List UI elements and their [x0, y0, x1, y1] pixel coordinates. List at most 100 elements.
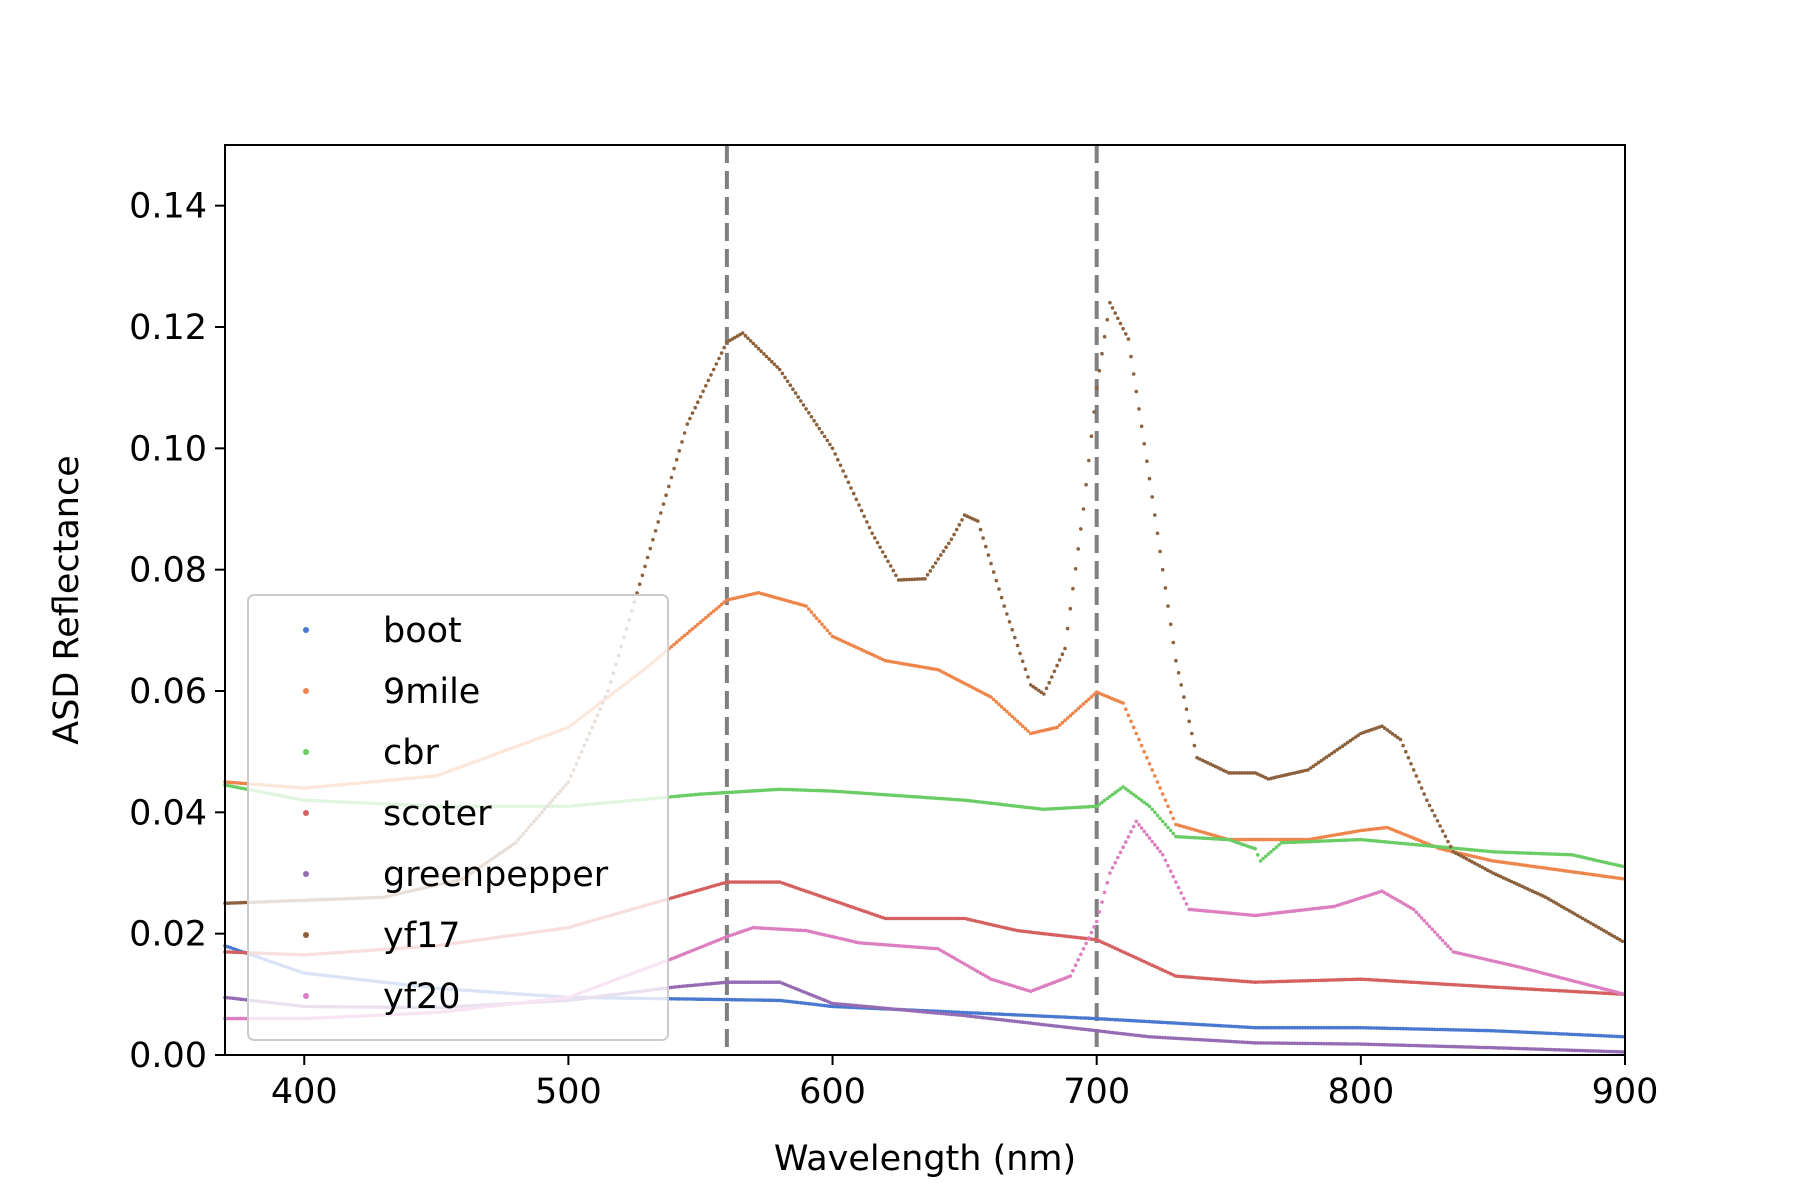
data-point: [785, 999, 790, 1004]
data-point: [970, 799, 975, 803]
data-point: [1168, 622, 1173, 627]
data-point: [1567, 1032, 1572, 1037]
data-point: [1227, 911, 1231, 915]
data-point: [859, 791, 864, 795]
data-point: [902, 1008, 906, 1012]
data-point: [947, 916, 951, 921]
data-point: [1211, 833, 1215, 837]
data-point: [1464, 1045, 1469, 1049]
data-point: [1052, 1024, 1057, 1028]
data-point: [740, 998, 745, 1002]
data-point: [1382, 978, 1387, 983]
data-point: [1551, 852, 1556, 856]
data-point: [1271, 837, 1276, 842]
data-point: [825, 1004, 830, 1008]
data-point: [1575, 1032, 1580, 1037]
data-point: [764, 880, 769, 884]
data-point: [886, 1006, 890, 1011]
data-point: [1398, 737, 1403, 742]
data-point: [236, 950, 240, 955]
data-point: [783, 787, 787, 792]
data-point: [1477, 856, 1482, 860]
data-point: [880, 550, 885, 554]
data-point: [756, 980, 761, 984]
data-point: [674, 997, 679, 1001]
data-point: [931, 946, 935, 951]
data-point: [799, 988, 803, 993]
data-point: [1274, 1041, 1279, 1045]
data-point: [960, 518, 964, 522]
data-point: [1142, 749, 1146, 754]
data-point: [1155, 531, 1160, 536]
data-point: [862, 514, 866, 519]
data-point: [1253, 1041, 1257, 1045]
data-point: [1039, 985, 1043, 990]
x-tick-label: 900: [1592, 1072, 1659, 1112]
data-point: [767, 788, 771, 792]
data-point: [1435, 1027, 1440, 1032]
data-point: [1612, 862, 1617, 867]
data-point: [669, 896, 674, 900]
data-point: [1308, 1025, 1313, 1030]
data-point: [1411, 980, 1416, 985]
data-point: [1052, 726, 1057, 730]
data-point: [1071, 586, 1075, 591]
data-point: [1174, 974, 1178, 978]
data-point: [812, 1002, 816, 1007]
data-point: [733, 596, 737, 600]
data-point: [1612, 989, 1617, 994]
data-point: [759, 926, 763, 930]
data-point: [915, 916, 919, 921]
data-point: [1356, 1025, 1360, 1030]
data-point: [698, 997, 703, 1001]
data-point: [1464, 853, 1469, 857]
data-point: [1124, 787, 1128, 791]
data-point: [1459, 983, 1463, 987]
data-point: [1353, 1025, 1358, 1030]
data-point: [1274, 1025, 1279, 1030]
data-point: [1522, 987, 1527, 991]
data-point: [1617, 876, 1622, 881]
data-point: [1517, 1046, 1522, 1051]
data-point: [1546, 1031, 1551, 1036]
data-point: [1306, 1041, 1310, 1046]
data-point: [1319, 1041, 1323, 1046]
data-point: [1483, 1028, 1487, 1033]
data-point: [1277, 910, 1281, 915]
data-point: [1055, 1015, 1059, 1019]
data-point: [1224, 911, 1228, 915]
data-point: [796, 1000, 800, 1005]
data-point: [1129, 829, 1133, 834]
data-point: [1205, 831, 1210, 836]
data-point: [1562, 1048, 1566, 1052]
data-point: [1224, 1024, 1228, 1028]
data-point: [878, 1006, 882, 1010]
data-point: [785, 787, 790, 792]
data-point: [1504, 962, 1508, 966]
data-point: [696, 400, 700, 405]
data-point: [1586, 919, 1590, 924]
data-point: [851, 1003, 856, 1008]
data-point: [1327, 753, 1331, 758]
data-point: [1425, 1044, 1429, 1048]
data-point: [1419, 1027, 1424, 1031]
data-point: [751, 998, 756, 1002]
data-point: [791, 985, 795, 990]
data-point: [1174, 834, 1178, 839]
data-point: [1097, 1017, 1102, 1021]
data-point: [1192, 743, 1197, 748]
data-point: [685, 422, 690, 426]
data-point: [1047, 1014, 1051, 1019]
data-point: [907, 794, 911, 799]
data-point: [1398, 1026, 1403, 1031]
data-point: [1578, 1032, 1582, 1037]
data-point: [1562, 989, 1566, 993]
data-point: [661, 502, 666, 506]
data-point: [754, 591, 758, 596]
data-point: [1089, 434, 1094, 439]
data-point: [1348, 738, 1353, 743]
data-point: [1528, 1030, 1532, 1035]
data-point: [1113, 860, 1117, 865]
data-point: [857, 1004, 861, 1008]
data-point: [746, 593, 750, 597]
